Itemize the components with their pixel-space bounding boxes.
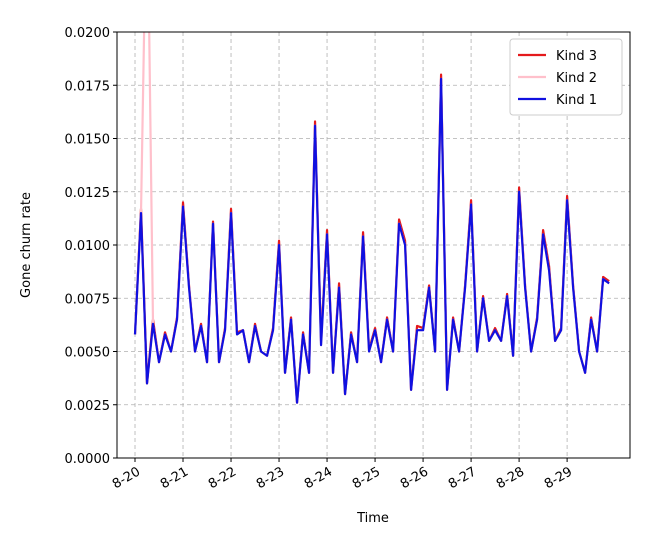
y-axis-label: Gone churn rate [19,192,34,298]
y-tick-label: 0.0125 [65,186,111,201]
plot-frame [116,31,631,459]
y-tick-label: 0.0200 [65,26,111,41]
legend-label: Kind 1 [556,93,597,108]
y-tick-label: 0.0075 [65,292,111,307]
y-tick-label: 0.0025 [65,399,111,414]
x-tick-label: 8-20 [110,464,143,492]
x-tick-label: 8-21 [158,464,191,492]
x-axis-label: Time [356,511,389,526]
y-tick-label: 0.0100 [65,239,111,254]
x-tick-label: 8-22 [206,464,239,492]
x-tick-label: 8-23 [254,464,287,492]
x-tick-label: 8-25 [350,464,383,492]
x-tick-label: 8-24 [302,464,335,492]
legend-label: Kind 3 [556,49,597,64]
legend-box [509,38,623,116]
x-tick-label: 8-28 [494,464,527,492]
x-tick-label: 8-26 [398,464,431,492]
series-line [133,77,610,404]
y-tick-label: 0.0175 [65,79,111,94]
x-tick-label: 8-27 [446,464,479,492]
y-tick-label: 0.0000 [65,452,111,467]
x-tick-label: 8-29 [542,464,575,492]
y-tick-label: 0.0150 [65,133,111,148]
y-tick-label: 0.0050 [65,346,111,361]
legend-label: Kind 2 [556,71,597,86]
